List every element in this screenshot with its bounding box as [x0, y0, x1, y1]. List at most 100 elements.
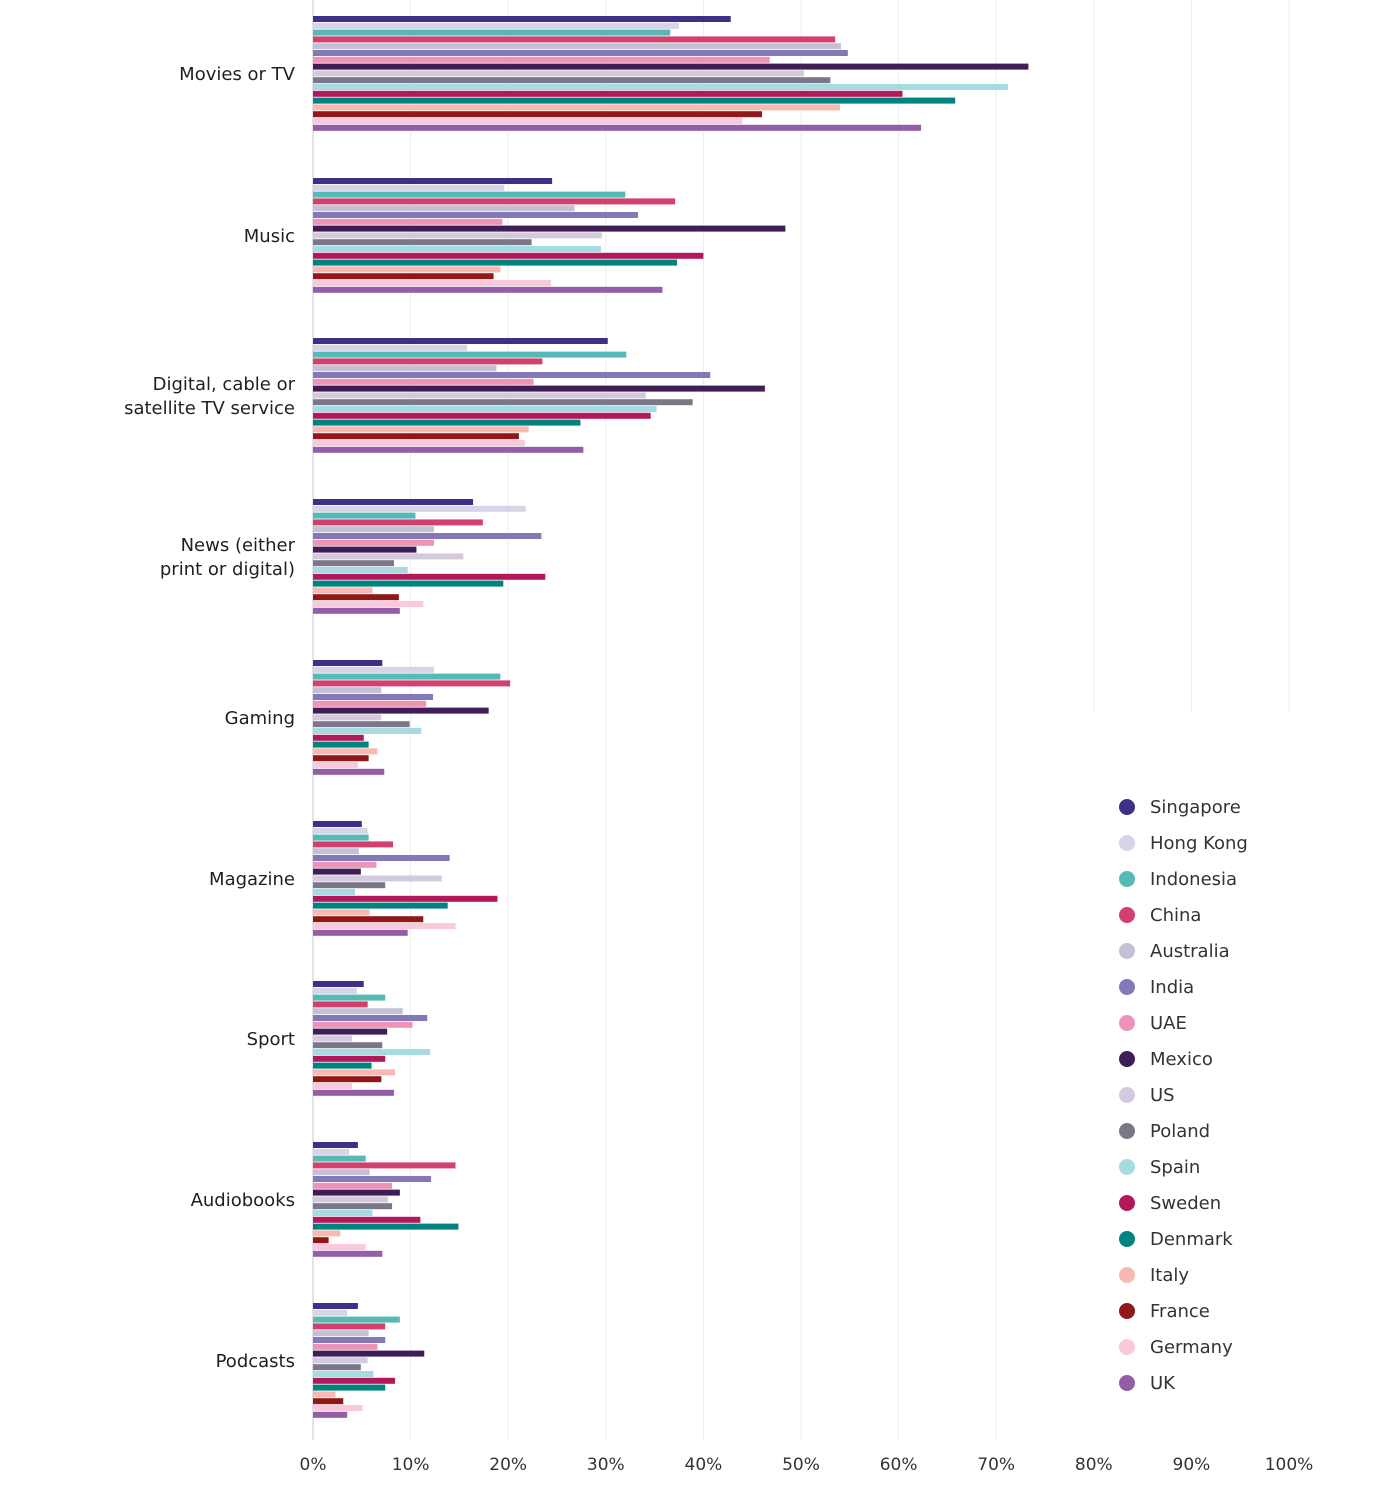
bar: [313, 1196, 389, 1203]
legend-marker: [1119, 907, 1135, 923]
legend-item: Mexico: [1119, 1049, 1213, 1070]
bar: [313, 372, 711, 378]
bar: [313, 280, 552, 286]
bar: [313, 728, 422, 734]
bar: [313, 834, 369, 841]
category-label: Music: [244, 226, 295, 247]
legend-marker: [1119, 1195, 1135, 1211]
legend-label: France: [1150, 1301, 1210, 1322]
bar: [313, 1237, 329, 1244]
bar: [313, 673, 501, 680]
bar: [313, 875, 442, 882]
legend-marker: [1119, 943, 1135, 959]
bar: [313, 1182, 393, 1189]
x-tick-label: 80%: [1075, 1455, 1113, 1475]
legend-marker: [1119, 835, 1135, 851]
bar: [313, 111, 762, 118]
legend-label: China: [1150, 905, 1201, 926]
bar: [313, 721, 410, 728]
bar: [313, 239, 532, 246]
category-label: Gaming: [225, 708, 295, 729]
bar: [313, 567, 408, 573]
x-tick-label: 40%: [685, 1455, 723, 1475]
bar: [313, 104, 841, 111]
legend-label: Denmark: [1150, 1229, 1233, 1250]
bar: [313, 1076, 382, 1083]
category-labels: Movies or TV Music Digital, cable or satell…: [124, 64, 296, 1372]
bar: [313, 762, 358, 768]
bar: [313, 218, 503, 225]
bar: [313, 533, 542, 539]
bar: [313, 1330, 369, 1337]
bar: [313, 50, 848, 56]
bar: [313, 84, 1008, 90]
bar: [313, 748, 378, 755]
x-tick-label: 90%: [1173, 1455, 1211, 1475]
bar: [313, 70, 804, 77]
bar: [313, 378, 534, 385]
bar: [313, 1411, 348, 1418]
x-tick-label: 60%: [880, 1455, 918, 1475]
bar: [313, 707, 489, 714]
bar: [313, 1210, 373, 1216]
bar: [313, 118, 743, 124]
bar: [313, 526, 435, 533]
legend-item: UAE: [1119, 1013, 1187, 1034]
bar: [313, 419, 581, 426]
bar: [313, 587, 373, 594]
legend-item: Spain: [1119, 1157, 1200, 1178]
legend-marker: [1119, 1231, 1135, 1247]
bar: [313, 232, 602, 239]
bar: [313, 1343, 378, 1350]
bar: [313, 1148, 350, 1155]
legend-marker: [1119, 799, 1135, 815]
legend-marker: [1119, 1123, 1135, 1139]
bar: [313, 259, 678, 266]
category-label: Sport: [247, 1029, 295, 1050]
bar: [313, 994, 386, 1001]
x-tick-labels: 0% 10% 20% 30% 40% 50% 60% 70% 80% 90% 100%: [300, 1455, 1314, 1475]
bar: [313, 433, 519, 440]
bar: [313, 266, 501, 273]
legend-item: Sweden: [1119, 1193, 1221, 1214]
legend-label: Sweden: [1150, 1193, 1221, 1214]
legend-item: Italy: [1119, 1265, 1189, 1286]
legend-marker: [1119, 871, 1135, 887]
bar: [313, 882, 386, 889]
bar: [313, 553, 464, 560]
bar: [313, 338, 608, 344]
legend-marker: [1119, 1375, 1135, 1391]
legend-item: UK: [1119, 1373, 1176, 1394]
bar: [313, 607, 400, 614]
bar: [313, 358, 543, 365]
bar: [313, 666, 435, 673]
bar: [313, 178, 553, 184]
legend-item: China: [1119, 905, 1201, 926]
bar: [313, 687, 382, 694]
bar: [313, 344, 468, 351]
bar: [313, 1223, 459, 1230]
category-label: Movies or TV: [179, 64, 296, 85]
x-tick-label: 100%: [1265, 1455, 1314, 1475]
bar: [313, 446, 584, 453]
bar: [313, 680, 511, 687]
bar: [313, 124, 922, 131]
bar: [313, 1303, 358, 1309]
bar: [313, 660, 383, 666]
bar: [313, 225, 786, 232]
bar: [313, 573, 546, 580]
bar: [313, 1001, 368, 1008]
bars: [313, 16, 1029, 1418]
bar: [313, 351, 627, 358]
bar: [313, 1162, 456, 1169]
bar: [313, 902, 448, 909]
bar: [313, 1155, 366, 1162]
legend-label: Spain: [1150, 1157, 1200, 1178]
bar: [313, 1015, 428, 1021]
legend-label: Indonesia: [1150, 869, 1237, 890]
bar: [313, 43, 842, 50]
x-tick-label: 0%: [300, 1455, 327, 1475]
bar: [313, 768, 385, 775]
bar: [313, 385, 765, 392]
